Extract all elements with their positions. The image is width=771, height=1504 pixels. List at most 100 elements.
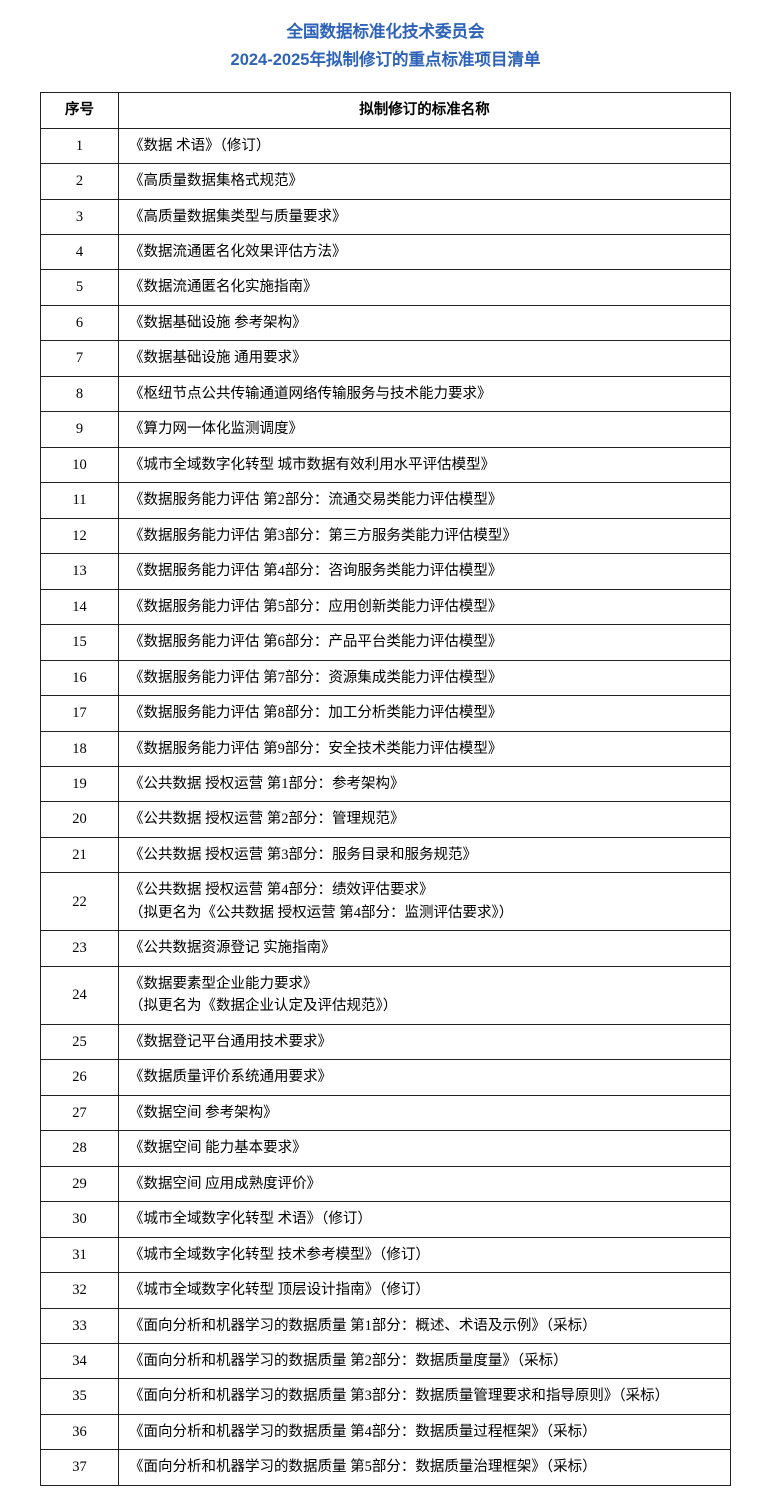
table-row: 35《面向分析和机器学习的数据质量 第3部分：数据质量管理要求和指导原则》（采标… — [41, 1379, 731, 1414]
table-row: 13 《数据服务能力评估 第4部分：咨询服务类能力评估模型》 — [41, 554, 731, 589]
standard-name-line: 《枢纽节点公共传输通道网络传输服务与技术能力要求》 — [129, 383, 722, 405]
row-standard-name: 《面向分析和机器学习的数据质量 第5部分：数据质量治理框架》（采标） — [119, 1450, 731, 1485]
row-index: 8 — [41, 376, 119, 411]
row-standard-name: 《面向分析和机器学习的数据质量 第3部分：数据质量管理要求和指导原则》（采标） — [119, 1379, 731, 1414]
standard-name-line: 《城市全域数字化转型 术语》（修订） — [129, 1208, 722, 1230]
table-row: 24《数据要素型企业能力要求》（拟更名为《数据企业认定及评估规范》） — [41, 966, 731, 1024]
title-line-1: 全国数据标准化技术委员会 — [40, 18, 731, 46]
table-row: 15《数据服务能力评估 第6部分：产品平台类能力评估模型》 — [41, 625, 731, 660]
standard-name-line: 《数据服务能力评估 第5部分：应用创新类能力评估模型》 — [129, 596, 722, 618]
row-standard-name: 《公共数据资源登记 实施指南》 — [119, 931, 731, 966]
standard-name-line: 《数据服务能力评估 第3部分：第三方服务类能力评估模型》 — [129, 525, 722, 547]
row-index: 25 — [41, 1024, 119, 1059]
standard-name-line: 《数据质量评价系统通用要求》 — [129, 1066, 722, 1088]
row-standard-name: 《城市全域数字化转型 城市数据有效利用水平评估模型》 — [119, 447, 731, 482]
row-standard-name: 《数据服务能力评估 第3部分：第三方服务类能力评估模型》 — [119, 518, 731, 553]
table-row: 11 《数据服务能力评估 第2部分：流通交易类能力评估模型》 — [41, 483, 731, 518]
row-index: 2 — [41, 164, 119, 199]
row-index: 33 — [41, 1308, 119, 1343]
row-index: 20 — [41, 802, 119, 837]
table-row: 6《数据基础设施 参考架构》 — [41, 305, 731, 340]
standard-name-line: 《公共数据 授权运营 第2部分：管理规范》 — [129, 808, 722, 830]
table-row: 2《高质量数据集格式规范》 — [41, 164, 731, 199]
row-index: 12 — [41, 518, 119, 553]
row-index: 11 — [41, 483, 119, 518]
row-index: 16 — [41, 660, 119, 695]
standard-name-line: 《数据 术语》（修订） — [129, 135, 722, 157]
row-standard-name: 《数据服务能力评估 第2部分：流通交易类能力评估模型》 — [119, 483, 731, 518]
row-index: 3 — [41, 199, 119, 234]
row-standard-name: 《数据质量评价系统通用要求》 — [119, 1060, 731, 1095]
row-index: 23 — [41, 931, 119, 966]
row-index: 29 — [41, 1166, 119, 1201]
table-row: 16 《数据服务能力评估 第7部分：资源集成类能力评估模型》 — [41, 660, 731, 695]
standard-name-line: 《数据服务能力评估 第2部分：流通交易类能力评估模型》 — [129, 489, 722, 511]
standard-name-line: 《城市全域数字化转型 顶层设计指南》（修订） — [129, 1279, 722, 1301]
row-standard-name: 《数据服务能力评估 第6部分：产品平台类能力评估模型》 — [119, 625, 731, 660]
row-standard-name: 《数据空间 参考架构》 — [119, 1095, 731, 1130]
row-standard-name: 《数据基础设施 参考架构》 — [119, 305, 731, 340]
row-standard-name: 《数据 术语》（修订） — [119, 128, 731, 163]
standard-name-line: 《算力网一体化监测调度》 — [129, 418, 722, 440]
title-line-2: 2024-2025年拟制修订的重点标准项目清单 — [40, 46, 731, 74]
table-row: 17《数据服务能力评估 第8部分：加工分析类能力评估模型》 — [41, 696, 731, 731]
row-index: 30 — [41, 1202, 119, 1237]
row-index: 22 — [41, 873, 119, 931]
standard-name-line: 《数据流通匿名化效果评估方法》 — [129, 241, 722, 263]
standard-name-line: 《数据服务能力评估 第7部分：资源集成类能力评估模型》 — [129, 667, 722, 689]
row-standard-name: 《城市全域数字化转型 术语》（修订） — [119, 1202, 731, 1237]
row-index: 28 — [41, 1131, 119, 1166]
standard-name-line: 《数据空间 参考架构》 — [129, 1102, 722, 1124]
row-standard-name: 《算力网一体化监测调度》 — [119, 412, 731, 447]
col-header-name: 拟制修订的标准名称 — [119, 93, 731, 128]
row-standard-name: 《面向分析和机器学习的数据质量 第2部分：数据质量度量》（采标） — [119, 1343, 731, 1378]
row-standard-name: 《枢纽节点公共传输通道网络传输服务与技术能力要求》 — [119, 376, 731, 411]
row-standard-name: 《高质量数据集类型与质量要求》 — [119, 199, 731, 234]
row-index: 1 — [41, 128, 119, 163]
standard-name-line: 《面向分析和机器学习的数据质量 第2部分：数据质量度量》（采标） — [129, 1350, 722, 1372]
row-index: 24 — [41, 966, 119, 1024]
standard-name-line: 《面向分析和机器学习的数据质量 第5部分：数据质量治理框架》（采标） — [129, 1456, 722, 1478]
table-row: 37 《面向分析和机器学习的数据质量 第5部分：数据质量治理框架》（采标） — [41, 1450, 731, 1485]
standard-name-line: 《数据服务能力评估 第6部分：产品平台类能力评估模型》 — [129, 631, 722, 653]
standard-name-note: （拟更名为《公共数据 授权运营 第4部分：监测评估要求》） — [129, 902, 722, 924]
table-row: 8 《枢纽节点公共传输通道网络传输服务与技术能力要求》 — [41, 376, 731, 411]
table-row: 27 《数据空间 参考架构》 — [41, 1095, 731, 1130]
standard-name-line: 《数据服务能力评估 第4部分：咨询服务类能力评估模型》 — [129, 560, 722, 582]
table-row: 22《公共数据 授权运营 第4部分：绩效评估要求》（拟更名为《公共数据 授权运营… — [41, 873, 731, 931]
row-standard-name: 《数据服务能力评估 第7部分：资源集成类能力评估模型》 — [119, 660, 731, 695]
standard-name-line: 《城市全域数字化转型 城市数据有效利用水平评估模型》 — [129, 454, 722, 476]
table-row: 26《数据质量评价系统通用要求》 — [41, 1060, 731, 1095]
row-index: 37 — [41, 1450, 119, 1485]
table-row: 34 《面向分析和机器学习的数据质量 第2部分：数据质量度量》（采标） — [41, 1343, 731, 1378]
standard-name-line: 《公共数据 授权运营 第3部分：服务目录和服务规范》 — [129, 844, 722, 866]
row-index: 36 — [41, 1414, 119, 1449]
row-index: 13 — [41, 554, 119, 589]
row-index: 32 — [41, 1273, 119, 1308]
row-standard-name: 《数据登记平台通用技术要求》 — [119, 1024, 731, 1059]
row-index: 35 — [41, 1379, 119, 1414]
row-standard-name: 《数据服务能力评估 第4部分：咨询服务类能力评估模型》 — [119, 554, 731, 589]
row-standard-name: 《数据基础设施 通用要求》 — [119, 341, 731, 376]
standard-name-line: 《公共数据资源登记 实施指南》 — [129, 937, 722, 959]
table-row: 33《面向分析和机器学习的数据质量 第1部分：概述、术语及示例》（采标） — [41, 1308, 731, 1343]
row-index: 27 — [41, 1095, 119, 1130]
standard-name-line: 《数据服务能力评估 第9部分：安全技术类能力评估模型》 — [129, 738, 722, 760]
row-standard-name: 《城市全域数字化转型 技术参考模型》（修订） — [119, 1237, 731, 1272]
row-index: 4 — [41, 234, 119, 269]
standard-name-line: 《数据空间 应用成熟度评价》 — [129, 1173, 722, 1195]
table-row: 29 《数据空间 应用成熟度评价》 — [41, 1166, 731, 1201]
row-index: 14 — [41, 589, 119, 624]
table-row: 32 《城市全域数字化转型 顶层设计指南》（修订） — [41, 1273, 731, 1308]
row-index: 34 — [41, 1343, 119, 1378]
standards-table: 序号 拟制修订的标准名称 1《数据 术语》（修订）2《高质量数据集格式规范》3《… — [40, 92, 731, 1486]
row-index: 19 — [41, 767, 119, 802]
table-row: 30 《城市全域数字化转型 术语》（修订） — [41, 1202, 731, 1237]
standard-name-line: 《数据空间 能力基本要求》 — [129, 1137, 722, 1159]
standard-name-line: 《数据登记平台通用技术要求》 — [129, 1031, 722, 1053]
table-row: 21《公共数据 授权运营 第3部分：服务目录和服务规范》 — [41, 837, 731, 872]
table-row: 31《城市全域数字化转型 技术参考模型》（修订） — [41, 1237, 731, 1272]
standard-name-line: 《数据基础设施 参考架构》 — [129, 312, 722, 334]
table-row: 3《高质量数据集类型与质量要求》 — [41, 199, 731, 234]
table-row: 28 《数据空间 能力基本要求》 — [41, 1131, 731, 1166]
